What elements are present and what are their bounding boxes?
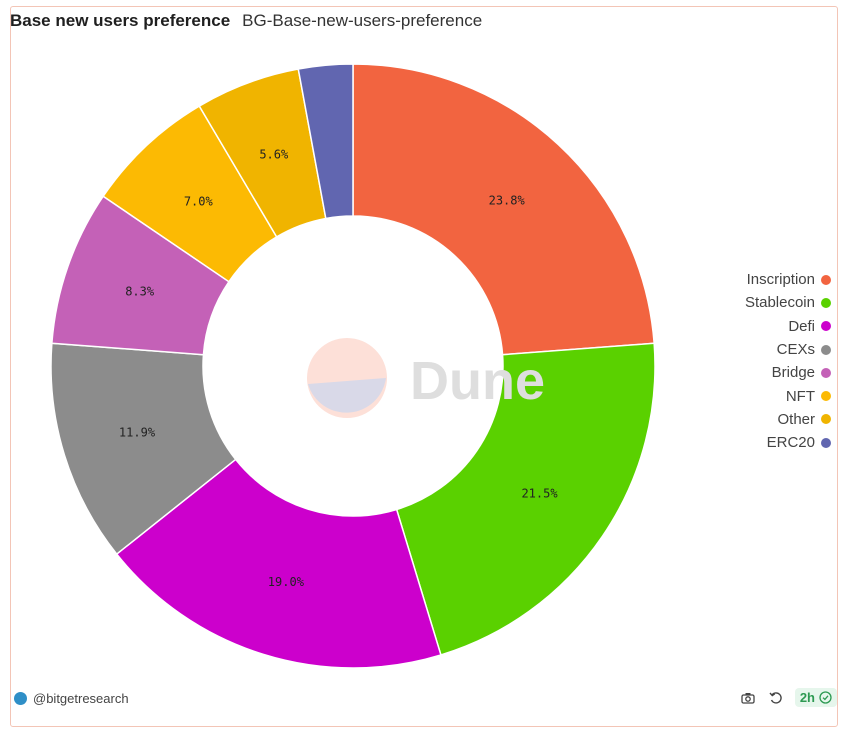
refresh-age-badge: 2h — [794, 688, 837, 707]
footer-attribution: @bitgetresearch — [14, 691, 129, 706]
legend-label: Stablecoin — [744, 294, 815, 312]
slice-erc20[interactable] — [297, 63, 354, 220]
legend-swatch — [821, 274, 831, 285]
camera-icon[interactable] — [739, 689, 757, 707]
slice-label-stablecoin: 21.5% — [521, 487, 558, 501]
slice-label-bridge: 8.3% — [125, 284, 155, 298]
legend-label: Other — [777, 410, 815, 428]
slice-stablecoin[interactable] — [395, 342, 656, 656]
legend-swatch — [821, 414, 831, 425]
legend-swatch — [821, 344, 831, 355]
chart-subtitle: BG-Base-new-users-preference — [242, 11, 483, 30]
refresh-age: 2h — [799, 690, 815, 705]
refresh-icon[interactable] — [767, 689, 785, 707]
slice-defi[interactable] — [115, 458, 442, 669]
legend-item-cexs[interactable]: CEXs — [745, 338, 831, 361]
author-handle[interactable]: @bitgetresearch — [33, 691, 129, 706]
legend-label: Defi — [788, 317, 815, 335]
check-circle-icon — [819, 691, 832, 704]
dune-logo-icon — [14, 692, 27, 705]
legend-swatch — [821, 367, 831, 378]
slice-label-inscription: 23.8% — [489, 193, 526, 207]
legend-swatch — [821, 321, 831, 332]
footer-actions: 2h — [739, 688, 837, 707]
chart-header: Base new users preference BG-Base-new-us… — [10, 11, 482, 31]
chart-legend: Inscription Stablecoin Defi CEXs Bridge NFT Ot… — [745, 268, 831, 454]
legend-item-bridge[interactable]: Bridge — [745, 361, 831, 384]
slice-label-cexs: 11.9% — [119, 425, 156, 439]
legend-swatch — [821, 437, 831, 448]
slice-labels: 23.8% 21.5% 19.0% 11.9% 8.3% 7.0% 5.6% — [119, 147, 558, 588]
legend-item-inscription[interactable]: Inscription — [745, 268, 831, 291]
slice-label-other: 5.6% — [259, 147, 289, 161]
legend-item-other[interactable]: Other — [745, 408, 831, 431]
chart-title: Base new users preference — [10, 11, 231, 30]
slice-label-nft: 7.0% — [184, 194, 214, 208]
legend-label: Inscription — [746, 271, 815, 289]
legend-item-stablecoin[interactable]: Stablecoin — [745, 291, 831, 314]
watermark-logo-bottom — [308, 378, 386, 413]
legend-swatch — [821, 391, 831, 402]
legend-item-erc20[interactable]: ERC20 — [745, 431, 831, 454]
legend-label: ERC20 — [766, 434, 815, 452]
dune-watermark: Dune — [307, 338, 545, 418]
legend-swatch — [821, 297, 831, 308]
legend-item-nft[interactable]: NFT — [745, 384, 831, 407]
watermark-text: Dune — [410, 351, 545, 411]
slice-cexs[interactable] — [50, 342, 237, 556]
legend-label: CEXs — [776, 341, 815, 359]
slice-inscription[interactable] — [352, 63, 655, 356]
legend-label: Bridge — [771, 364, 815, 382]
slice-label-defi: 19.0% — [268, 575, 305, 589]
legend-label: NFT — [785, 387, 815, 405]
legend-item-defi[interactable]: Defi — [745, 315, 831, 338]
donut-slices — [50, 63, 656, 669]
